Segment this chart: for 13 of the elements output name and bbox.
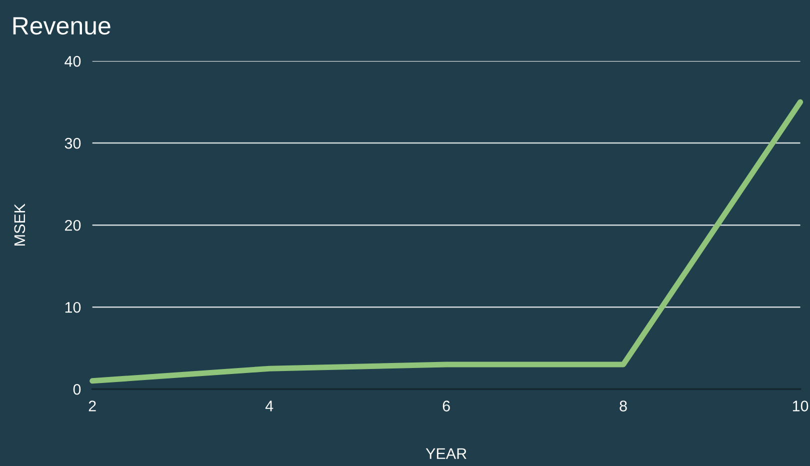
chart-title: Revenue (13, 17, 110, 35)
y-tick-label: 20 (65, 220, 81, 231)
y-tick-label: 10 (65, 302, 81, 313)
x-tick-label: 10 (792, 400, 808, 412)
x-axis-title: YEAR (426, 448, 466, 459)
x-tick-label: 6 (442, 400, 450, 412)
x-tick-label: 4 (265, 400, 274, 412)
y-tick-label: 40 (64, 56, 81, 67)
x-tick-label: 2 (88, 400, 96, 412)
x-tick-label: 8 (620, 400, 627, 412)
y-tick-label: 30 (64, 138, 81, 149)
y-axis-title: MSEK (14, 204, 26, 246)
y-tick-label: 0 (73, 384, 81, 395)
